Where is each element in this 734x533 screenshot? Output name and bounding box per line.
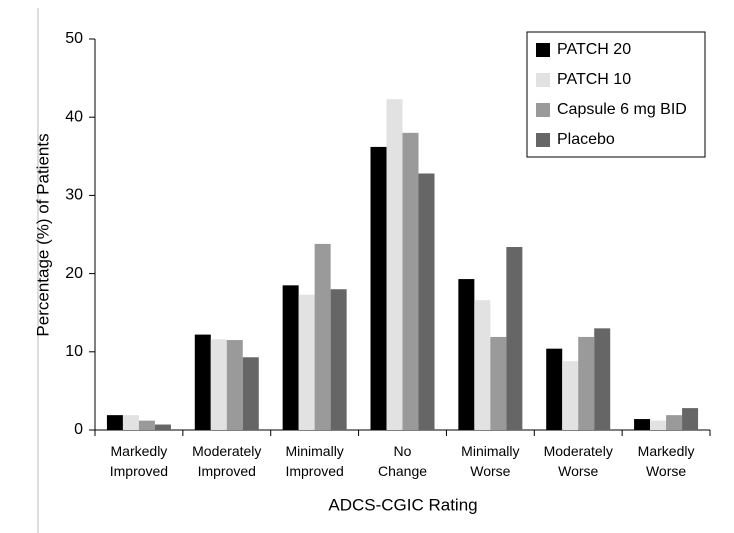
bar	[330, 289, 347, 430]
bar	[634, 419, 651, 430]
x-tick-label: Markedly Improved	[110, 443, 168, 479]
bar	[506, 247, 523, 430]
bar	[490, 336, 507, 430]
bar	[138, 420, 155, 430]
x-tick-label: Moderately Worse	[544, 443, 613, 479]
bar	[458, 279, 475, 430]
legend-swatch	[536, 103, 550, 117]
bar	[298, 294, 315, 430]
bar	[210, 339, 227, 430]
bar	[562, 361, 579, 430]
legend-box	[526, 31, 706, 158]
legend-swatch	[536, 133, 550, 147]
y-tick-label: 20	[65, 265, 83, 282]
y-tick-label: 10	[65, 343, 83, 360]
y-tick-label: 50	[65, 30, 83, 47]
legend-label: Placebo	[557, 131, 615, 148]
legend-swatch	[536, 43, 550, 57]
y-tick-label: 30	[65, 187, 83, 204]
bar	[106, 415, 123, 430]
bar	[314, 243, 331, 430]
legend-label: Capsule 6 mg BID	[557, 101, 687, 118]
bar	[386, 99, 403, 431]
y-tick-label: 0	[74, 421, 83, 438]
bar	[282, 285, 299, 430]
bar	[650, 420, 667, 430]
bar	[594, 328, 611, 430]
bar	[226, 340, 243, 430]
y-axis-title: Percentage (%) of Patients	[33, 133, 52, 336]
x-tick-label: Moderately Improved	[192, 443, 261, 479]
bar	[418, 173, 435, 430]
bar	[682, 408, 699, 430]
bar	[122, 415, 139, 430]
bar	[546, 348, 563, 430]
x-tick-label: Minimally Improved	[285, 443, 343, 479]
bar	[242, 357, 259, 430]
x-tick-label: Minimally Worse	[461, 443, 519, 479]
bar	[578, 336, 595, 430]
bar	[666, 415, 683, 430]
bar	[194, 334, 211, 430]
x-tick-label: No Change	[378, 443, 427, 479]
legend-label: PATCH 10	[557, 71, 631, 88]
x-axis-title: ADCS-CGIC Rating	[328, 495, 477, 514]
bar	[370, 146, 387, 430]
y-tick-label: 40	[65, 108, 83, 125]
bar	[402, 132, 419, 430]
bar	[154, 424, 171, 430]
legend-swatch	[536, 73, 550, 87]
x-tick-label: Markedly Worse	[638, 443, 695, 479]
legend-label: PATCH 20	[557, 41, 631, 58]
bar	[474, 300, 491, 430]
